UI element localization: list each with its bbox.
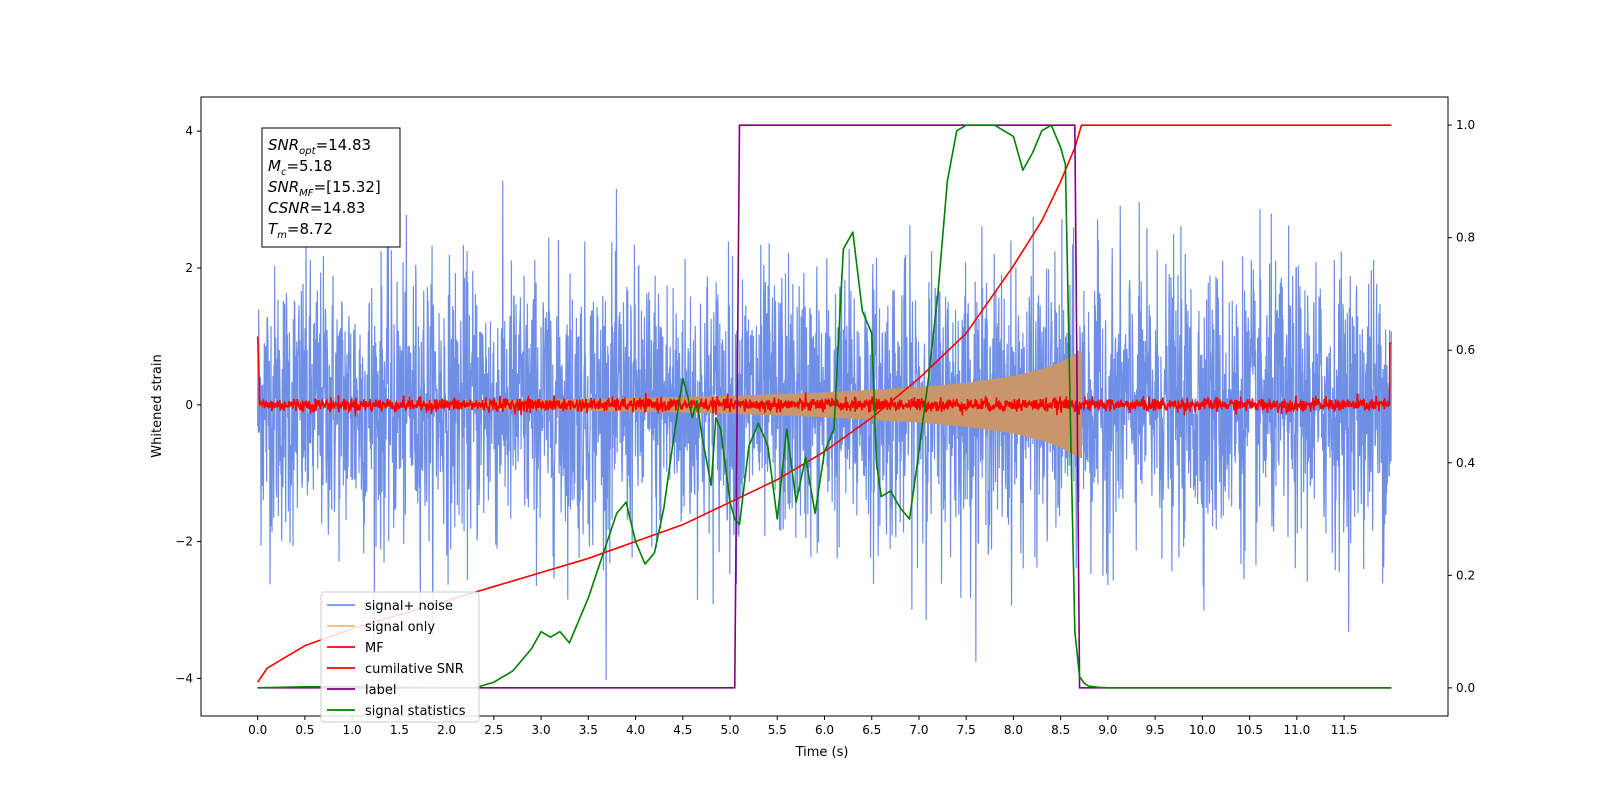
- annotation-line: Mc=5.18: [268, 157, 332, 178]
- y-left-tick-label: 4: [185, 124, 193, 138]
- annotation-line: SNRopt=14.83: [268, 136, 371, 157]
- series-signal-noise: [257, 180, 1392, 680]
- y-left-tick-label: 0: [185, 398, 193, 412]
- x-tick-label: 10.5: [1236, 723, 1263, 737]
- x-tick-label: 2.0: [437, 723, 456, 737]
- annotation-box: [261, 127, 401, 248]
- legend-label: MF: [365, 641, 384, 656]
- annotation-line: Tm=8.72: [268, 220, 333, 241]
- series-signal-statistics: [257, 124, 1392, 689]
- x-tick-label: 4.5: [673, 723, 692, 737]
- annotation-line: CSNR=14.83: [268, 199, 365, 217]
- x-axis-title: Time (s): [795, 745, 849, 760]
- legend-label: signal statistics: [365, 704, 466, 719]
- x-tick-label: 3.0: [532, 723, 551, 737]
- x-tick-label: 6.0: [815, 723, 834, 737]
- series-mf: [256, 336, 1392, 417]
- legend-box: [320, 591, 480, 723]
- x-tick-label: 6.5: [862, 723, 881, 737]
- y-axis-left: −4 −2 0 2 4: [175, 124, 201, 685]
- y-right-tick-label: 0.2: [1456, 568, 1475, 582]
- x-tick-label: 2.5: [484, 723, 503, 737]
- x-tick-label: 0.0: [248, 723, 267, 737]
- y-axis-title: Whitened strain: [150, 354, 165, 457]
- y-axis-right: 0.0 0.2 0.4 0.6 0.8 1.0: [1448, 118, 1475, 695]
- x-tick-label: 5.0: [720, 723, 739, 737]
- x-tick-label: 3.5: [579, 723, 598, 737]
- x-tick-label: 11.5: [1331, 723, 1358, 737]
- x-tick-label: 7.5: [957, 723, 976, 737]
- x-tick-label: 8.0: [1004, 723, 1023, 737]
- y-left-tick-label: −2: [175, 535, 193, 549]
- legend-label: signal+ noise: [365, 599, 453, 614]
- y-right-tick-label: 1.0: [1456, 118, 1475, 132]
- y-right-tick-label: 0.6: [1456, 343, 1475, 357]
- x-tick-label: 1.0: [343, 723, 362, 737]
- x-tick-label: 5.5: [768, 723, 787, 737]
- y-left-tick-label: 2: [185, 261, 193, 275]
- y-right-tick-label: 0.8: [1456, 231, 1475, 245]
- x-tick-label: 9.0: [1098, 723, 1117, 737]
- y-right-tick-label: 0.4: [1456, 456, 1475, 470]
- y-right-tick-label: 0.0: [1456, 681, 1475, 695]
- x-axis: 0.0 0.5 1.0 1.5 2.0 2.5 3.0 3.5 4.0 4.5 5.0 5.5 6.0 6…: [248, 716, 1357, 737]
- x-tick-label: 9.5: [1146, 723, 1165, 737]
- x-tick-label: 4.0: [626, 723, 645, 737]
- x-tick-label: 10.0: [1189, 723, 1216, 737]
- legend-label: label: [365, 683, 396, 698]
- x-tick-label: 8.5: [1051, 723, 1070, 737]
- x-tick-label: 0.5: [295, 723, 314, 737]
- x-tick-label: 7.0: [909, 723, 928, 737]
- legend: signal+ noise signal only MF cumilative SNR…: [320, 591, 480, 723]
- legend-label: cumilative SNR: [365, 662, 464, 677]
- y-left-tick-label: −4: [175, 671, 193, 685]
- stats-annotation: SNRopt=14.83Mc=5.18SNRMF=[15.32]CSNR=14.…: [261, 127, 401, 248]
- annotation-line: SNRMF=[15.32]: [268, 178, 381, 199]
- legend-label: signal only: [365, 620, 435, 635]
- x-tick-label: 1.5: [390, 723, 409, 737]
- x-tick-label: 11.0: [1283, 723, 1310, 737]
